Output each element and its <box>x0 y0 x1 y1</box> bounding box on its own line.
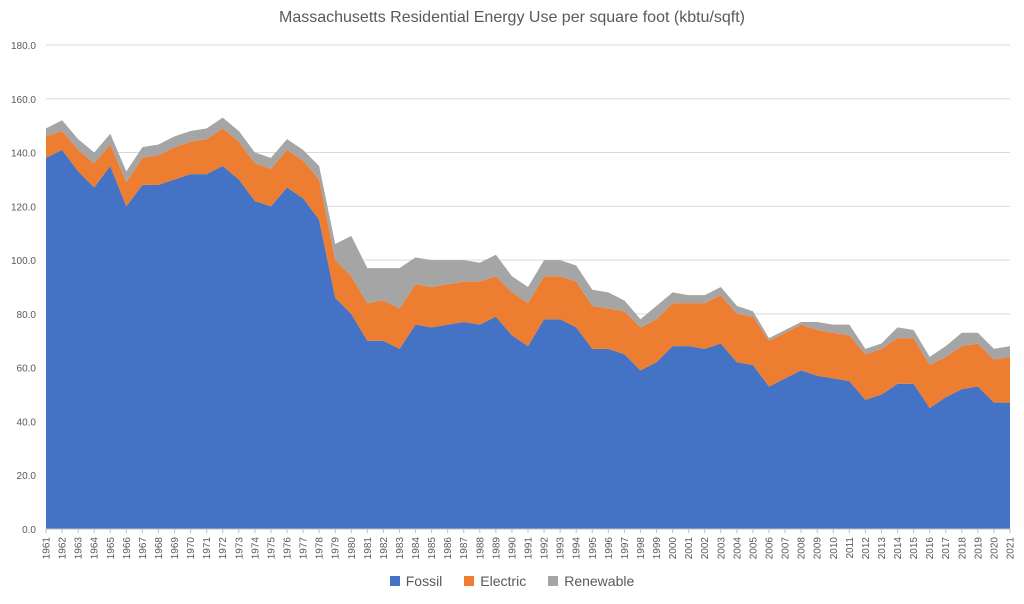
x-tick-label: 1991 <box>524 537 535 560</box>
x-tick-label: 1987 <box>459 537 470 560</box>
y-tick-label: 20.0 <box>17 471 37 482</box>
x-tick-label: 2007 <box>781 537 792 560</box>
y-tick-label: 120.0 <box>11 202 36 213</box>
x-tick-label: 2000 <box>668 537 679 560</box>
x-tick-label: 1985 <box>427 537 438 560</box>
y-tick-label: 0.0 <box>22 525 36 536</box>
x-tick-label: 1970 <box>186 537 197 560</box>
x-tick-label: 1983 <box>395 537 406 560</box>
x-tick-label: 2012 <box>861 537 872 560</box>
area-electric <box>46 128 1010 409</box>
x-tick-label: 1989 <box>491 537 502 560</box>
legend-item-renewable: Renewable <box>548 573 634 589</box>
x-tick-label: 1982 <box>379 537 390 560</box>
chart-title: Massachusetts Residential Energy Use per… <box>279 9 745 26</box>
y-tick-label: 180.0 <box>11 41 36 52</box>
x-tick-label: 1977 <box>299 537 310 560</box>
x-tick-label: 1978 <box>315 537 326 560</box>
y-tick-label: 160.0 <box>11 95 36 106</box>
x-tick-label: 1990 <box>507 537 518 560</box>
x-tick-label: 1973 <box>234 537 245 560</box>
x-tick-label: 1972 <box>218 537 229 560</box>
x-tick-label: 1964 <box>90 537 101 560</box>
x-tick-label: 2009 <box>813 537 824 560</box>
x-tick-label: 1988 <box>475 537 486 560</box>
x-tick-label: 1975 <box>266 537 277 560</box>
x-tick-label: 2016 <box>925 537 936 560</box>
x-tick-label: 1993 <box>556 537 567 560</box>
legend-swatch <box>389 576 400 586</box>
x-tick-label: 2005 <box>748 537 759 560</box>
x-tick-label: 2017 <box>941 537 952 560</box>
x-tick-label: 1971 <box>202 537 213 560</box>
x-tick-label: 1968 <box>154 537 165 560</box>
y-tick-label: 40.0 <box>17 417 37 428</box>
x-tick-label: 1966 <box>122 537 133 560</box>
x-tick-label: 1981 <box>363 537 374 560</box>
x-tick-label: 1974 <box>250 537 261 560</box>
x-tick-label: 2015 <box>909 537 920 560</box>
y-tick-label: 60.0 <box>17 364 37 375</box>
legend-swatch <box>464 576 475 586</box>
x-tick-label: 2006 <box>765 537 776 560</box>
x-tick-label: 1963 <box>74 537 85 560</box>
x-tick-label: 2018 <box>957 537 968 560</box>
x-tick-label: 1979 <box>331 537 342 560</box>
x-tick-label: 1997 <box>620 537 631 560</box>
x-tick-label: 1986 <box>443 537 454 560</box>
axis-layer: 0.0 20.0 40.0 60.0 80.0 100.0 120.0 140.0 160.0 1… <box>11 41 1017 559</box>
x-tick-label: 2003 <box>716 537 727 560</box>
legend-label: Renewable <box>564 573 635 589</box>
x-tick-label: 2020 <box>989 537 1000 560</box>
x-tick-label: 1984 <box>411 537 422 560</box>
x-tick-label: 2013 <box>877 537 888 560</box>
area-fossil <box>46 149 1010 529</box>
x-tick-label: 1965 <box>106 537 117 560</box>
x-tick-label: 1980 <box>347 537 358 560</box>
x-tick-label: 1961 <box>42 537 53 560</box>
x-tick-label: 2008 <box>797 537 808 560</box>
legend-swatch <box>548 576 559 586</box>
x-tick-label: 1995 <box>588 537 599 560</box>
area-layer <box>46 117 1010 529</box>
x-tick-label: 2010 <box>829 537 840 560</box>
legend: Fossil Electric Renewable <box>0 573 1024 589</box>
x-tick-label: 1992 <box>540 537 551 560</box>
y-tick-label: 140.0 <box>11 149 36 160</box>
x-tick-label: 2011 <box>845 537 856 559</box>
legend-item-fossil: Fossil <box>389 573 443 589</box>
x-tick-label: 1998 <box>636 537 647 560</box>
legend-label: Electric <box>480 573 527 589</box>
y-tick-label: 80.0 <box>17 310 37 321</box>
legend-item-electric: Electric <box>464 573 526 589</box>
x-tick-label: 1999 <box>652 537 663 560</box>
x-tick-label: 2002 <box>700 537 711 560</box>
x-tick-label: 2021 <box>1006 537 1017 560</box>
x-tick-label: 1969 <box>170 537 181 560</box>
x-tick-label: 2004 <box>732 537 743 560</box>
x-tick-label: 2001 <box>684 537 695 560</box>
x-tick-label: 1967 <box>138 537 149 560</box>
x-tick-label: 1996 <box>604 537 615 560</box>
x-tick-label: 2019 <box>973 537 984 560</box>
y-tick-label: 100.0 <box>11 256 36 267</box>
x-tick-label: 1962 <box>58 537 69 560</box>
x-tick-label: 2014 <box>893 537 904 560</box>
legend-label: Fossil <box>405 573 443 589</box>
x-tick-label: 1976 <box>283 537 294 560</box>
x-tick-label: 1994 <box>572 537 583 560</box>
